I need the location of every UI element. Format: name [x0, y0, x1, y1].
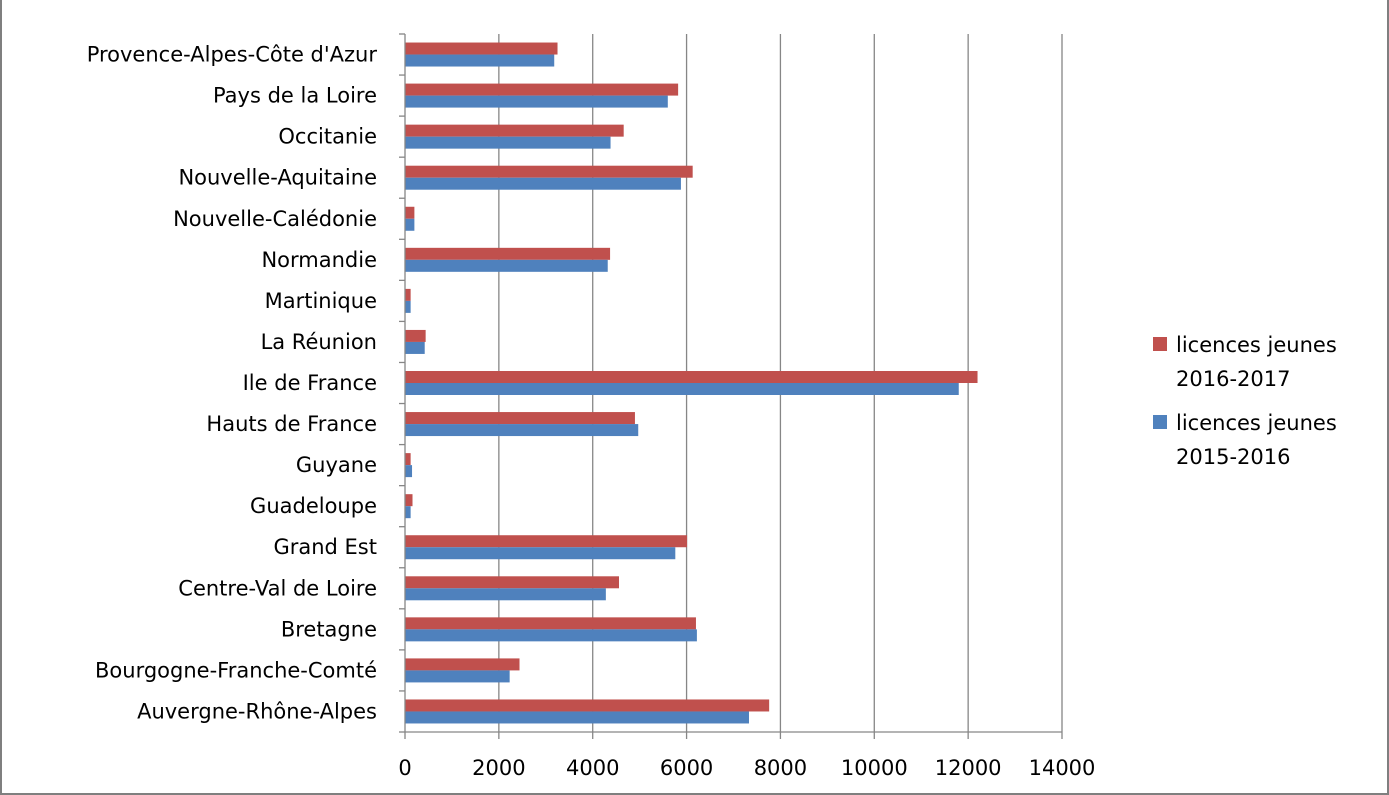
- bar-licences-2015-2016: [405, 95, 668, 108]
- bar-licences-2015-2016: [405, 424, 639, 437]
- category-label: La Réunion: [261, 330, 377, 354]
- legend: licences jeunes 2016-2017 licences jeunes 2…: [1153, 333, 1337, 469]
- bar-licences-2016-2017: [405, 206, 415, 219]
- bar-licences-2015-2016: [405, 341, 425, 354]
- bar-licences-2015-2016: [405, 506, 411, 519]
- category-label: Ile de France: [243, 371, 377, 395]
- legend-label: 2016-2017: [1176, 367, 1290, 391]
- bar-licences-2015-2016: [405, 136, 611, 149]
- bar-licences-2016-2017: [405, 617, 696, 630]
- bar-licences-2015-2016: [405, 588, 606, 601]
- category-label: Bourgogne-Franche-Comté: [95, 658, 377, 682]
- x-tick-label: 2000: [472, 756, 525, 780]
- category-label: Hauts de France: [206, 412, 377, 436]
- bar-licences-2016-2017: [405, 658, 520, 671]
- bar-licences-2016-2017: [405, 83, 679, 96]
- category-label: Pays de la Loire: [213, 84, 377, 108]
- category-label: Provence-Alpes-Côte d'Azur: [87, 43, 378, 67]
- category-label: Occitanie: [278, 125, 377, 149]
- bar-licences-2016-2017: [405, 494, 413, 507]
- bar-licences-2015-2016: [405, 711, 749, 724]
- x-tick-label: 14000: [1029, 756, 1096, 780]
- category-label: Nouvelle-Aquitaine: [178, 166, 377, 190]
- category-label: Guyane: [296, 453, 377, 477]
- legend-swatch: [1153, 337, 1167, 351]
- bar-licences-2015-2016: [405, 300, 411, 313]
- category-label: Nouvelle-Calédonie: [173, 207, 377, 231]
- category-label: Auvergne-Rhône-Alpes: [137, 699, 377, 723]
- category-label: Guadeloupe: [250, 494, 377, 518]
- bar-licences-2015-2016: [405, 670, 510, 683]
- bar-licences-2016-2017: [405, 371, 978, 383]
- legend-label: 2015-2016: [1176, 445, 1290, 469]
- bar-licences-2016-2017: [405, 535, 688, 548]
- category-label: Normandie: [261, 248, 377, 272]
- x-tick-label: 8000: [754, 756, 807, 780]
- bar-licences-2016-2017: [405, 124, 624, 137]
- x-tick-label: 6000: [660, 756, 713, 780]
- bar-licences-2015-2016: [405, 177, 681, 190]
- bar-licences-2015-2016: [405, 383, 959, 395]
- bar-licences-2016-2017: [405, 165, 693, 178]
- category-label: Centre-Val de Loire: [178, 576, 377, 600]
- legend-swatch: [1153, 415, 1167, 429]
- bar-licences-2016-2017: [405, 576, 619, 589]
- legend-label: licences jeunes: [1176, 333, 1337, 357]
- bar-licences-2015-2016: [405, 547, 676, 560]
- bar-licences-2015-2016: [405, 259, 608, 272]
- x-tick-label: 0: [398, 756, 411, 780]
- bar-licences-2016-2017: [405, 699, 770, 712]
- category-label: Grand Est: [273, 535, 377, 559]
- bar-licences-2015-2016: [405, 465, 413, 478]
- bar-licences-2016-2017: [405, 42, 558, 55]
- x-tick-label: 4000: [566, 756, 619, 780]
- x-tick-label: 10000: [841, 756, 908, 780]
- bar-licences-2016-2017: [405, 329, 426, 342]
- bar-licences-2015-2016: [405, 54, 555, 67]
- bar-licences-2016-2017: [405, 412, 635, 425]
- bar-licences-2015-2016: [405, 218, 415, 231]
- category-label: Bretagne: [281, 617, 377, 641]
- x-tick-labels: 0 2000 4000 6000 8000 10000 12000 14000: [398, 756, 1095, 780]
- bars: [405, 42, 978, 724]
- bar-licences-2015-2016: [405, 629, 697, 642]
- bar-licences-2016-2017: [405, 288, 411, 301]
- axes: [399, 33, 1063, 739]
- category-labels: Provence-Alpes-Côte d'Azur Pays de la Loi…: [87, 43, 378, 724]
- category-label: Martinique: [265, 289, 377, 313]
- legend-label: licences jeunes: [1176, 411, 1337, 435]
- bar-licences-2016-2017: [405, 453, 411, 466]
- x-tick-label: 12000: [935, 756, 1002, 780]
- bar-licences-2016-2017: [405, 247, 611, 260]
